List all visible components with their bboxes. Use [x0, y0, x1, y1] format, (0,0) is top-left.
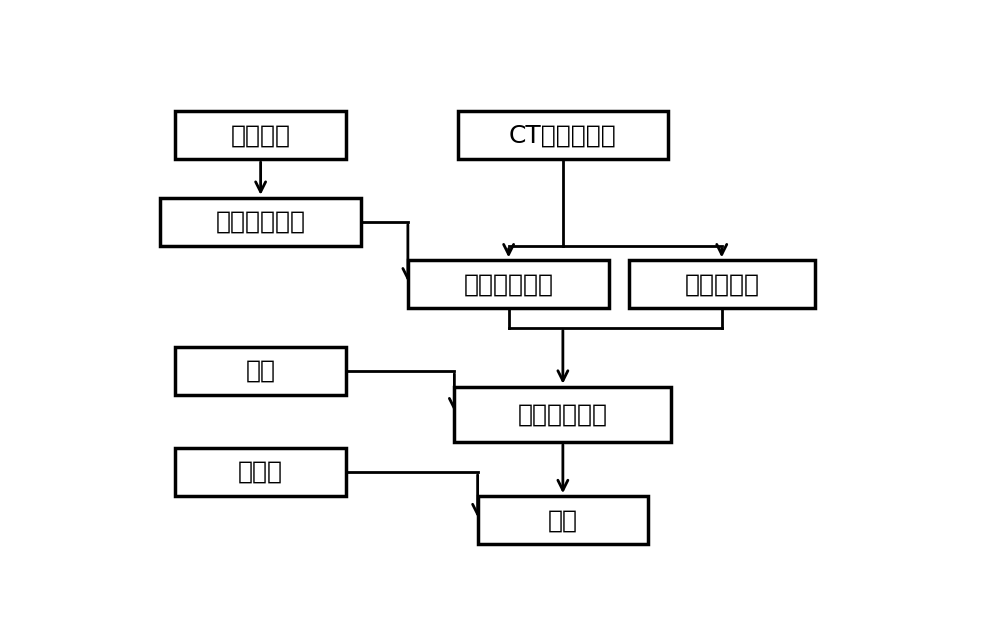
Text: 训练数据: 训练数据 — [231, 123, 291, 147]
Bar — [175, 111, 346, 159]
Text: 相邻层关系: 相邻层关系 — [684, 272, 759, 296]
Bar — [175, 448, 346, 496]
Bar — [454, 387, 671, 442]
Text: 三维分割结果: 三维分割结果 — [518, 402, 608, 426]
Bar — [478, 496, 648, 544]
Bar — [408, 260, 609, 308]
Text: 合并: 合并 — [246, 359, 276, 383]
Bar — [175, 347, 346, 395]
Text: 输出: 输出 — [548, 508, 578, 532]
Bar — [458, 111, 668, 159]
Text: 后处理: 后处理 — [238, 460, 283, 484]
Bar — [629, 260, 815, 308]
Text: CT中所有层面: CT中所有层面 — [509, 123, 617, 147]
Text: 二维分割结果: 二维分割结果 — [464, 272, 554, 296]
Bar — [160, 198, 361, 246]
Text: 肋骨分割模型: 肋骨分割模型 — [216, 210, 306, 234]
